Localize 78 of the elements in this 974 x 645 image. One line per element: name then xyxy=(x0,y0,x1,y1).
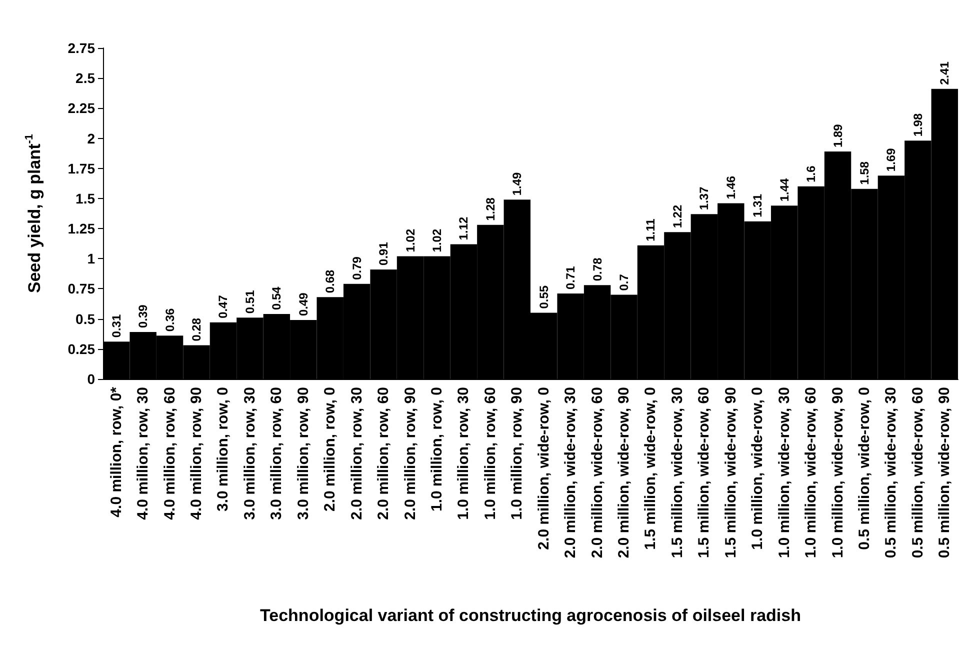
x-tick-label: 2.0 million, wide-row, 30 xyxy=(562,387,580,558)
data-label: 0.36 xyxy=(162,308,177,332)
data-label: 0.55 xyxy=(536,285,551,309)
x-tick-label: 0.5 million, wide-row, 0 xyxy=(856,387,873,550)
x-tick-label: 1.0 million, row, 0 xyxy=(428,387,446,512)
x-tick-label: 4.0 million, row, 0* xyxy=(108,386,125,518)
y-tick-label: 1.25 xyxy=(68,220,96,237)
data-label: 0.7 xyxy=(617,274,632,291)
data-label: 1.28 xyxy=(483,197,498,221)
data-label: 1.02 xyxy=(430,228,444,252)
data-label: 0.39 xyxy=(136,304,150,328)
y-tick-label: 0.5 xyxy=(76,310,96,327)
data-label: 1.22 xyxy=(670,204,684,228)
x-tick-label: 1.0 million, wide-row, 60 xyxy=(802,387,820,558)
y-tick-label: 2.25 xyxy=(68,100,96,116)
x-tick-label: 4.0 million, row, 60 xyxy=(161,387,178,520)
y-axis-title: Seed yield, g plant-1 xyxy=(24,134,44,294)
data-label: 0.31 xyxy=(109,314,124,338)
data-label: 1.46 xyxy=(724,176,738,200)
y-tick-label: 1.5 xyxy=(76,190,96,206)
y-tick-label: 0 xyxy=(87,371,96,387)
x-axis-title: Technological variant of constructing agrocenosis of oilseel radish xyxy=(260,606,801,625)
data-label: 2.41 xyxy=(938,61,952,85)
data-label: 1.31 xyxy=(750,194,765,218)
x-tick-label: 0.5 million, wide-row, 30 xyxy=(882,387,900,558)
data-label: 1.69 xyxy=(884,148,898,172)
data-label: 0.51 xyxy=(242,290,257,314)
x-tick-label: 1.0 million, wide-row, 30 xyxy=(776,387,793,558)
data-label: 0.28 xyxy=(190,318,204,342)
x-tick-label: 1.0 million, wide-row, 90 xyxy=(829,387,846,558)
data-label: 1.02 xyxy=(403,228,418,252)
data-label: 1.12 xyxy=(456,216,471,240)
data-label: 0.79 xyxy=(350,256,364,280)
data-label: 0.71 xyxy=(564,266,578,290)
x-tick-label: 1.5 million, wide-row, 0 xyxy=(642,387,660,550)
x-tick-label: 2.0 million, row, 60 xyxy=(375,387,392,520)
x-tick-label: 1.0 million, row, 90 xyxy=(508,387,526,520)
y-tick-label: 2.75 xyxy=(68,40,96,56)
data-label: 0.49 xyxy=(296,292,310,316)
data-label: 1.89 xyxy=(830,124,845,148)
x-tick-label: 2.0 million, row, 90 xyxy=(402,387,419,520)
x-tick-label: 0.5 million, wide-row, 90 xyxy=(936,387,954,558)
y-tick-label: 0.75 xyxy=(68,280,96,297)
data-label: 1.37 xyxy=(697,186,712,210)
data-label: 1.98 xyxy=(910,113,925,137)
y-tick-label: 2 xyxy=(87,130,96,146)
x-tick-label: 1.5 million, wide-row, 60 xyxy=(696,387,713,558)
x-tick-label: 2.0 million, row, 0 xyxy=(322,387,339,512)
data-label: 1.6 xyxy=(804,165,818,182)
data-label: 1.44 xyxy=(777,178,792,202)
y-tick-label: 2.5 xyxy=(76,70,96,86)
data-label: 0.68 xyxy=(323,269,338,294)
data-label: 1.49 xyxy=(510,172,524,196)
x-tick-label: 3.0 million, row, 30 xyxy=(241,387,258,520)
x-tick-label: 0.5 million, wide-row, 60 xyxy=(909,387,926,558)
x-tick-label: 2.0 million, wide-row, 90 xyxy=(616,387,633,558)
y-tick-label: 1 xyxy=(87,250,96,267)
data-label: 1.11 xyxy=(644,218,658,242)
x-tick-label: 1.5 million, wide-row, 90 xyxy=(722,387,740,558)
x-tick-label: 1.0 million, row, 30 xyxy=(455,387,472,520)
y-tick-label: 0.25 xyxy=(68,340,96,357)
x-tick-label: 3.0 million, row, 0 xyxy=(214,387,232,512)
x-tick-label: 1.5 million, wide-row, 30 xyxy=(668,387,686,558)
data-label: 0.91 xyxy=(376,242,391,266)
data-label: 1.58 xyxy=(857,161,872,185)
x-tick-label: 3.0 million, row, 60 xyxy=(268,387,286,520)
x-tick-label: 4.0 million, row, 90 xyxy=(188,387,206,520)
x-tick-label: 4.0 million, row, 30 xyxy=(134,387,152,520)
data-label: 0.47 xyxy=(216,294,230,318)
data-label: 0.78 xyxy=(590,257,604,282)
data-label: 0.54 xyxy=(270,286,284,310)
x-tick-label: 2.0 million, wide-row, 0 xyxy=(535,387,552,550)
x-tick-label: 1.0 million, row, 60 xyxy=(482,387,499,520)
x-tick-label: 1.0 million, wide-row, 0 xyxy=(749,387,766,550)
x-tick-label: 2.0 million, row, 30 xyxy=(348,387,366,520)
x-tick-label: 3.0 million, row, 90 xyxy=(294,387,312,520)
y-tick-label: 1.75 xyxy=(68,160,96,176)
x-tick-label: 2.0 million, wide-row, 60 xyxy=(588,387,606,558)
